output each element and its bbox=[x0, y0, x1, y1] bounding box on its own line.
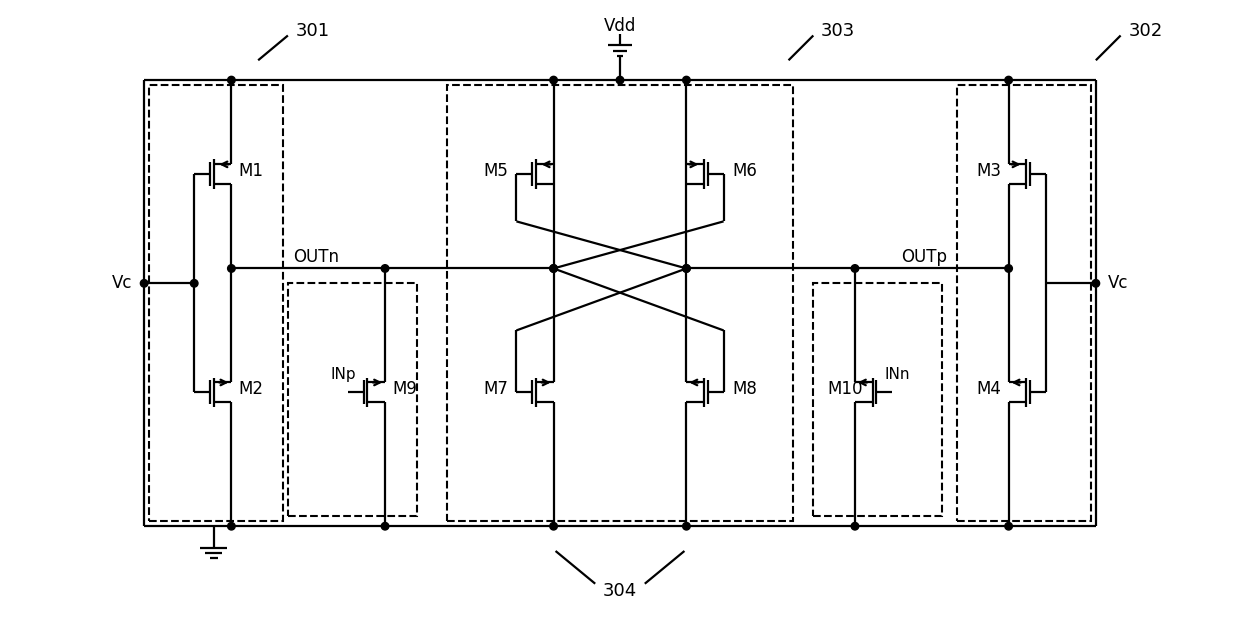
Text: OUTp: OUTp bbox=[901, 248, 947, 266]
Bar bbox=[149, 85, 283, 521]
Circle shape bbox=[381, 265, 389, 272]
Circle shape bbox=[191, 280, 198, 287]
Text: M5: M5 bbox=[484, 162, 508, 180]
Circle shape bbox=[228, 523, 236, 530]
Circle shape bbox=[228, 265, 236, 272]
Text: INp: INp bbox=[330, 367, 356, 382]
Circle shape bbox=[381, 523, 389, 530]
Circle shape bbox=[549, 265, 557, 272]
Circle shape bbox=[683, 265, 691, 272]
Text: M8: M8 bbox=[732, 381, 756, 399]
Circle shape bbox=[1004, 265, 1012, 272]
Text: M9: M9 bbox=[392, 381, 417, 399]
Circle shape bbox=[683, 265, 691, 272]
Text: Vdd: Vdd bbox=[604, 17, 636, 35]
Circle shape bbox=[549, 265, 557, 272]
Bar bbox=[446, 85, 794, 521]
Circle shape bbox=[228, 77, 236, 84]
Text: INn: INn bbox=[884, 367, 910, 382]
Text: OUTn: OUTn bbox=[293, 248, 339, 266]
Text: M2: M2 bbox=[238, 381, 263, 399]
Text: Vc: Vc bbox=[1107, 275, 1128, 293]
Circle shape bbox=[1092, 280, 1100, 287]
Text: M6: M6 bbox=[732, 162, 756, 180]
Circle shape bbox=[851, 265, 859, 272]
Text: M3: M3 bbox=[977, 162, 1002, 180]
Circle shape bbox=[1004, 523, 1012, 530]
Circle shape bbox=[140, 280, 148, 287]
Circle shape bbox=[683, 77, 691, 84]
Text: Vc: Vc bbox=[112, 275, 133, 293]
Circle shape bbox=[851, 523, 859, 530]
Text: M7: M7 bbox=[484, 381, 508, 399]
Text: M1: M1 bbox=[238, 162, 263, 180]
Circle shape bbox=[549, 523, 557, 530]
Circle shape bbox=[549, 77, 557, 84]
Bar bbox=[288, 284, 417, 516]
Text: 302: 302 bbox=[1128, 21, 1163, 39]
Circle shape bbox=[616, 77, 624, 84]
Text: M4: M4 bbox=[977, 381, 1002, 399]
Text: M10: M10 bbox=[827, 381, 863, 399]
Text: 301: 301 bbox=[295, 21, 330, 39]
Circle shape bbox=[683, 523, 691, 530]
Bar bbox=[957, 85, 1091, 521]
Circle shape bbox=[1004, 77, 1012, 84]
Text: 303: 303 bbox=[821, 21, 856, 39]
Bar bbox=[813, 284, 942, 516]
Text: 304: 304 bbox=[603, 582, 637, 600]
